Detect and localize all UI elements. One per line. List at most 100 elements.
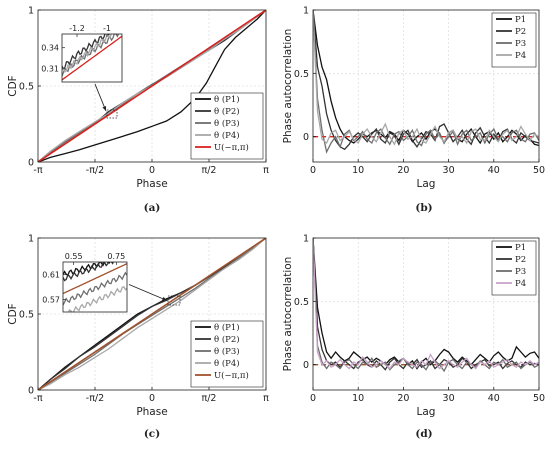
legend-box	[491, 240, 537, 296]
inset-x-tick-label: -1	[103, 24, 111, 33]
panel-caption: (c)	[144, 428, 160, 440]
series-line-1	[38, 238, 266, 390]
legend-entry: θ (P3)	[214, 346, 240, 357]
inset-y-tick-label: 0.57	[42, 296, 60, 305]
inset-series-1	[63, 262, 115, 282]
y-tick-label: 1	[28, 234, 34, 245]
x-axis-label: Phase	[136, 178, 167, 190]
zoom-arrow	[128, 284, 168, 301]
legend-box	[190, 320, 264, 388]
zoom-region-box	[167, 295, 181, 306]
x-tick-label: 50	[533, 165, 545, 176]
y-axis-label: Phase autocorrelation	[282, 257, 294, 372]
legend-entry: P1	[515, 15, 526, 25]
y-tick-label: 1	[303, 6, 309, 17]
legend-box	[190, 92, 264, 160]
series-line-0	[38, 10, 266, 162]
x-tick-label: 0	[310, 165, 316, 176]
y-tick-label: 0.5	[294, 297, 309, 308]
x-tick-label: -π/2	[86, 393, 104, 404]
zoom-arrow	[94, 83, 107, 112]
y-tick-label: 0.5	[19, 82, 34, 93]
inset-x-tick-label: 0.55	[65, 252, 83, 261]
legend-entry: U(−π,π)	[214, 142, 249, 153]
panel-1: 0 10 20 30 40 50 0 0.5 1 Lag Phase autocorrelation…	[282, 6, 545, 215]
legend-entry: θ (P2)	[214, 106, 240, 117]
x-tick-label: 0	[149, 165, 155, 176]
x-tick-label: 0	[149, 393, 155, 404]
inset-series-4	[62, 35, 122, 81]
x-axis-label: Phase	[136, 406, 167, 418]
x-axis-label: Lag	[417, 406, 436, 418]
x-tick-label: 40	[488, 165, 500, 176]
y-tick-label: 0.5	[19, 310, 34, 321]
legend-entry: P2	[515, 27, 526, 37]
legend-entry: θ (P1)	[214, 94, 240, 105]
series-line-4	[38, 238, 266, 390]
x-axis-label: Lag	[417, 178, 436, 190]
series-line-0	[313, 238, 539, 370]
y-tick-label: 1	[28, 6, 34, 17]
x-tick-label: 30	[443, 393, 455, 404]
x-tick-label: -π/2	[86, 165, 104, 176]
series-line-3	[313, 10, 539, 146]
inset-series-2	[63, 271, 127, 306]
y-tick-label: 0	[28, 158, 34, 169]
legend-entry: θ (P4)	[214, 130, 240, 141]
legend: θ (P1)θ (P2)θ (P3)θ (P4)U(−π,π)	[190, 320, 264, 388]
zoom-arrowhead	[162, 296, 167, 301]
x-tick-label: 30	[443, 165, 455, 176]
x-tick-label: -π	[33, 165, 42, 176]
y-axis-label: CDF	[7, 75, 19, 96]
axes-box	[312, 237, 540, 391]
axes-box	[312, 9, 540, 163]
x-tick-label: 10	[352, 165, 364, 176]
x-tick-label: 20	[397, 165, 409, 176]
inset-x-tick-label: 0.75	[107, 252, 125, 261]
legend-entry: θ (P2)	[214, 334, 240, 345]
legend-entry: P2	[515, 255, 526, 265]
x-tick-label: π/2	[202, 393, 217, 404]
legend-entry: θ (P1)	[214, 322, 240, 333]
y-axis-label: Phase autocorrelation	[282, 29, 294, 144]
x-tick-label: 10	[352, 393, 364, 404]
y-tick-label: 1	[303, 234, 309, 245]
x-tick-label: π/2	[202, 165, 217, 176]
legend-entry: P4	[515, 51, 526, 61]
panel-3: 0 10 20 30 40 50 0 0.5 1 Lag Phase autocorrelation…	[282, 234, 545, 441]
x-tick-label: π	[263, 393, 269, 404]
zoom-arrowhead	[102, 106, 107, 111]
inset: 0.55 0.75 0.57 0.61	[42, 252, 181, 313]
x-tick-label: 20	[397, 393, 409, 404]
legend-entry: θ (P3)	[214, 118, 240, 129]
inset-series-4	[63, 263, 127, 295]
legend-entry: P1	[515, 243, 526, 253]
panel-caption: (a)	[144, 202, 161, 214]
y-axis-label: CDF	[7, 303, 19, 324]
inset-box	[62, 261, 128, 313]
series-line-2	[313, 238, 539, 373]
inset-y-tick-label: 0.61	[42, 271, 60, 280]
series-line-3	[313, 238, 539, 370]
inset-series-3	[64, 285, 127, 312]
x-tick-label: -π	[33, 393, 42, 404]
series-line-3	[38, 238, 266, 390]
x-tick-label: π	[263, 165, 269, 176]
series-line-4	[38, 10, 266, 162]
y-tick-label: 0	[303, 132, 309, 143]
panel-caption: (d)	[415, 428, 432, 440]
inset-y-tick-label: 0.34	[41, 44, 59, 53]
series-line-1	[313, 10, 539, 151]
inset-box	[61, 33, 123, 83]
legend: θ (P1)θ (P2)θ (P3)θ (P4)U(−π,π)	[190, 92, 264, 160]
legend-entry: P3	[515, 39, 526, 49]
inset-x-tick-label: -1.2	[69, 24, 85, 33]
legend-box	[491, 12, 537, 68]
legend: P1 P2 P3 P4	[491, 240, 537, 296]
inset-y-tick-label: 0.31	[41, 64, 59, 73]
x-tick-label: 50	[533, 393, 545, 404]
inset-series-1	[62, 34, 110, 71]
inset: -1.2 -1 0.31 0.34	[41, 24, 123, 119]
